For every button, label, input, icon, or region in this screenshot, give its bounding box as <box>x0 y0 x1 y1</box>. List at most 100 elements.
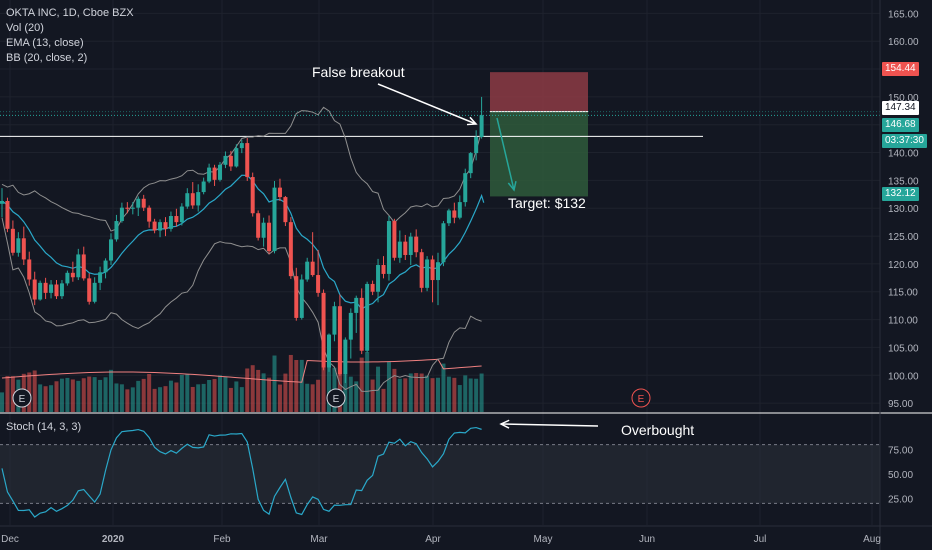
volume-bar <box>386 361 391 412</box>
volume-bar <box>436 377 440 412</box>
candle-body <box>109 239 113 261</box>
volume-bar <box>196 384 201 412</box>
candle-body <box>16 238 21 253</box>
candle-body <box>21 238 26 260</box>
volume-bar <box>288 354 293 412</box>
ema-indicator-label[interactable]: EMA (13, close) <box>6 37 84 49</box>
volume-bar <box>337 352 342 412</box>
candle-body <box>468 153 473 174</box>
volume-bar <box>81 378 86 412</box>
candle-body <box>436 262 440 281</box>
volume-bar <box>294 360 299 412</box>
candle-body <box>201 181 206 193</box>
price-axis-label: 150.00 <box>888 93 919 104</box>
candle-body <box>212 167 217 180</box>
stoch-indicator-label[interactable]: Stoch (14, 3, 3) <box>6 421 82 433</box>
candle-body <box>354 297 359 313</box>
bollinger-indicator-label[interactable]: BB (20, close, 2) <box>6 52 88 64</box>
volume-bar <box>277 384 282 412</box>
volume-bar <box>452 377 457 412</box>
volume-bar <box>365 352 370 412</box>
candle-body <box>479 115 484 137</box>
candle-body <box>392 221 397 258</box>
volume-bar <box>49 385 54 412</box>
volume-bar <box>207 380 212 412</box>
candle-body <box>441 223 446 263</box>
volume-bar <box>228 387 233 412</box>
volume-bar <box>359 357 364 412</box>
volume-bar <box>168 380 173 412</box>
candle-body <box>327 334 331 368</box>
candle-body <box>125 207 130 209</box>
volume-bar <box>376 366 381 412</box>
volume-bar <box>430 378 435 412</box>
candle-body <box>277 187 282 198</box>
candle-body <box>430 259 435 281</box>
volume-bar <box>38 384 43 412</box>
volume-bar <box>463 375 468 412</box>
stop-price-tag: 154.44 <box>882 62 919 76</box>
stoch-k-line <box>1 426 482 518</box>
candle-body <box>332 306 337 335</box>
candle-body <box>168 216 173 229</box>
overbought-arrow <box>499 419 599 429</box>
stoch-axis-label: 75.00 <box>888 446 913 457</box>
volume-indicator-label[interactable]: Vol (20) <box>6 22 44 34</box>
candle-body <box>337 306 342 375</box>
candle-body <box>207 167 212 182</box>
volume-bar <box>130 387 135 412</box>
candle-body <box>27 259 32 280</box>
symbol-title[interactable]: OKTA INC, 1D, Cboe BZX <box>6 7 134 19</box>
candle-body <box>136 198 141 208</box>
volume-bar <box>267 377 272 412</box>
false-breakout-arrow <box>377 83 478 126</box>
chart-legend: OKTA INC, 1D, Cboe BZX Vol (20) EMA (13,… <box>6 6 134 66</box>
candle-body <box>267 222 272 252</box>
candle-body <box>87 278 92 302</box>
volume-bar <box>147 374 152 412</box>
candle-body <box>403 241 408 255</box>
candle-body <box>386 221 391 274</box>
countdown-tag: 03:37:30 <box>882 134 927 148</box>
volume-bar <box>256 369 261 412</box>
candle-body <box>457 202 462 218</box>
candle-body <box>179 206 184 223</box>
volume-bar <box>239 387 244 412</box>
candle-body <box>397 241 402 258</box>
time-axis-label: Aug <box>863 534 881 545</box>
candle-body <box>228 155 233 167</box>
volume-bar <box>397 378 402 412</box>
volume-bar <box>305 383 310 412</box>
volume-bar <box>59 378 64 412</box>
price-axis-label: 120.00 <box>888 260 919 271</box>
price-axis-label: 95.00 <box>888 399 913 410</box>
volume-bar <box>0 392 4 412</box>
volume-bar <box>321 352 326 412</box>
candle-body <box>54 284 59 297</box>
candle-body <box>446 210 451 224</box>
volume-bar <box>370 379 375 412</box>
target-price-tag: 132.12 <box>882 187 919 201</box>
candle-body <box>59 283 64 297</box>
volume-bar <box>152 388 157 412</box>
candle-body <box>163 222 168 229</box>
volume-bar <box>136 380 141 412</box>
candle-body <box>185 193 190 207</box>
volume-bar <box>125 389 130 412</box>
profit-target-zone <box>490 111 588 197</box>
candle-body <box>359 297 364 351</box>
price-axis-label: 140.00 <box>888 149 919 160</box>
volume-bar <box>468 378 473 412</box>
volume-bar <box>92 377 97 412</box>
volume-bar <box>103 377 108 412</box>
stop-loss-zone <box>490 72 588 112</box>
time-axis-label: Apr <box>425 534 441 545</box>
volume-bar <box>414 373 419 412</box>
svg-text:E: E <box>333 394 340 405</box>
volume-bar <box>190 386 195 412</box>
candle-body <box>310 261 315 276</box>
volume-bar <box>299 359 304 412</box>
candle-body <box>321 292 326 368</box>
volume-bar <box>98 379 103 412</box>
